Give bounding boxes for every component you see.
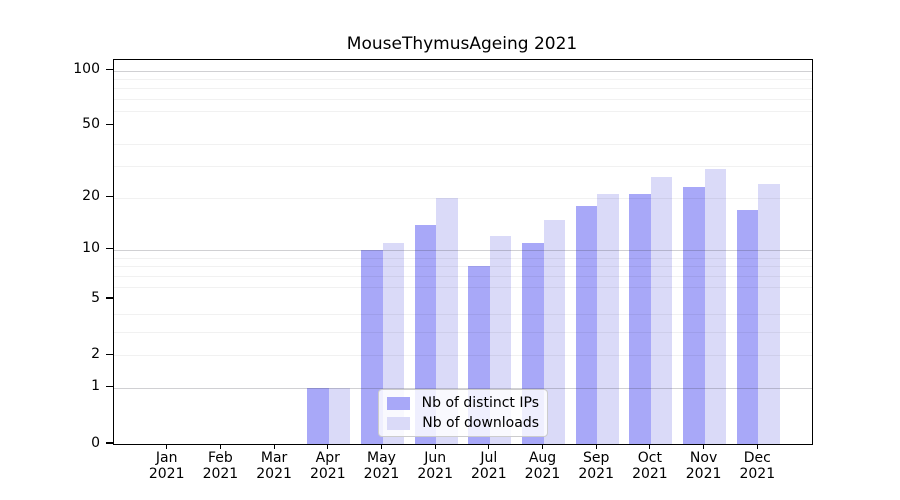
x-tick-mark-nov <box>703 444 705 449</box>
y-tick-mark-10 <box>106 248 113 250</box>
bars-layer <box>114 60 812 444</box>
x-tick-mark-jun <box>434 444 436 449</box>
x-tick-mark-oct <box>649 444 651 449</box>
x-tick-month: Dec <box>743 450 771 466</box>
plot-area: Nb of distinct IPs Nb of downloads <box>113 59 813 445</box>
x-tick-mark-jul <box>488 444 490 449</box>
bar-nb-of-downloads-nov <box>704 168 727 444</box>
y-tick-mark-0 <box>106 442 113 444</box>
x-tick-year: 2021 <box>417 466 453 482</box>
y-tick-label-20: 20 <box>82 188 100 205</box>
x-tick-mark-sep <box>595 444 597 449</box>
x-tick-mark-dec <box>756 444 758 449</box>
y-tick-mark-20 <box>106 196 113 198</box>
x-tick-month: Jun <box>424 450 447 466</box>
legend-label-distinct-ips: Nb of distinct IPs <box>421 395 539 411</box>
x-tick-year: 2021 <box>148 466 185 482</box>
x-tick-label-dec: Dec 2021 <box>727 450 787 482</box>
bar-nb-of-downloads-dec <box>758 183 780 444</box>
x-tick-month: Apr <box>315 450 340 466</box>
bar-nb-of-distinct-ips-may <box>361 249 383 444</box>
x-tick-mark-jan <box>166 444 168 449</box>
x-tick-year: 2021 <box>578 466 614 482</box>
y-tick-label-10: 10 <box>82 240 100 257</box>
y-tick-label-5: 5 <box>91 289 100 306</box>
bar-nb-of-downloads-apr <box>328 387 351 444</box>
x-tick-month: Oct <box>637 450 662 466</box>
x-tick-year: 2021 <box>685 466 722 482</box>
x-tick-year: 2021 <box>256 466 292 482</box>
x-tick-mark-may <box>380 444 383 449</box>
x-tick-year: 2021 <box>524 466 561 482</box>
y-tick-mark-100 <box>106 68 113 71</box>
bar-nb-of-distinct-ips-dec <box>736 210 759 444</box>
x-tick-label-oct: Oct 2021 <box>620 450 680 482</box>
x-tick-mark-apr <box>327 444 329 449</box>
x-tick-year: 2021 <box>309 466 346 482</box>
x-tick-month: Mar <box>260 450 288 466</box>
chart-title: MouseThymusAgeing 2021 <box>346 34 578 54</box>
y-tick-label-50: 50 <box>82 116 100 133</box>
x-tick-label-feb: Feb 2021 <box>190 450 250 482</box>
legend: Nb of distinct IPs Nb of downloads <box>378 389 548 437</box>
bar-nb-of-downloads-jun <box>436 197 458 444</box>
legend-label-downloads: Nb of downloads <box>422 415 539 431</box>
x-tick-year: 2021 <box>632 466 668 482</box>
bar-nb-of-distinct-ips-apr <box>307 387 329 444</box>
y-tick-label-2: 2 <box>91 345 100 362</box>
y-tick-label-100: 100 <box>73 61 100 77</box>
x-tick-label-apr: Apr 2021 <box>298 450 358 482</box>
x-tick-mark-aug <box>541 444 544 449</box>
legend-swatch-downloads <box>387 416 411 430</box>
x-tick-year: 2021 <box>363 466 400 482</box>
y-tick-mark-50 <box>106 124 113 126</box>
bar-nb-of-downloads-aug <box>543 219 565 444</box>
x-tick-label-nov: Nov 2021 <box>674 450 734 482</box>
bar-nb-of-distinct-ips-nov <box>683 186 705 444</box>
x-tick-month: Jul <box>480 450 498 466</box>
x-tick-label-may: May 2021 <box>352 450 412 482</box>
bar-nb-of-downloads-oct <box>650 177 673 444</box>
y-tick-mark-5 <box>106 297 113 299</box>
x-tick-mark-feb <box>219 444 221 449</box>
legend-item-downloads: Nb of downloads <box>387 415 539 431</box>
x-tick-mark-mar <box>273 444 275 449</box>
y-tick-label-1: 1 <box>91 378 100 395</box>
bar-nb-of-distinct-ips-oct <box>629 193 651 444</box>
x-tick-year: 2021 <box>202 466 239 482</box>
bar-nb-of-distinct-ips-sep <box>575 205 598 444</box>
x-tick-month: May <box>367 450 396 466</box>
x-tick-label-jul: Jul 2021 <box>459 450 519 482</box>
y-tick-mark-1 <box>106 386 113 388</box>
x-tick-month: Sep <box>582 450 610 466</box>
x-tick-month: Feb <box>207 450 233 466</box>
x-tick-label-aug: Aug 2021 <box>513 450 573 482</box>
x-tick-year: 2021 <box>739 466 776 482</box>
y-tick-label-0: 0 <box>91 434 100 451</box>
x-tick-label-jan: Jan 2021 <box>137 450 197 482</box>
bar-nb-of-downloads-sep <box>597 193 619 444</box>
x-tick-month: Nov <box>689 450 718 466</box>
x-tick-label-jun: Jun 2021 <box>405 450 465 482</box>
legend-swatch-distinct-ips <box>387 396 410 410</box>
legend-item-distinct-ips: Nb of distinct IPs <box>387 395 539 411</box>
y-tick-mark-2 <box>106 353 113 355</box>
x-tick-label-sep: Sep 2021 <box>566 450 626 482</box>
x-tick-label-mar: Mar 2021 <box>244 450 304 482</box>
x-tick-month: Jan <box>155 450 178 466</box>
x-tick-year: 2021 <box>470 466 507 482</box>
x-tick-month: Aug <box>528 450 557 466</box>
